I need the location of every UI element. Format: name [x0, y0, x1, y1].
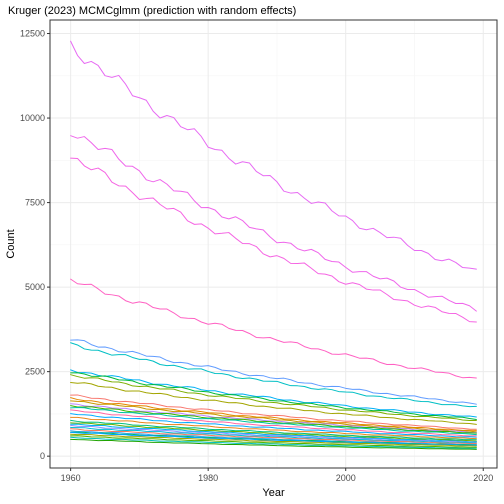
series-line-3: [70, 157, 477, 323]
series-line-13: [70, 400, 477, 433]
series-line-19: [70, 416, 477, 440]
x-axis-title: Year: [262, 487, 285, 499]
y-tick-label: 5000: [25, 282, 45, 292]
series-line-32: [70, 438, 477, 450]
gridlines: [50, 20, 497, 468]
chart-title: Kruger (2023) MCMCglmm (prediction with …: [8, 5, 296, 17]
y-tick-label: 10000: [20, 113, 45, 123]
series-line-10: [70, 381, 477, 425]
series-line-21: [70, 422, 477, 442]
series-line-2: [70, 135, 477, 312]
series-line-30: [70, 435, 477, 448]
y-tick-label: 12500: [20, 29, 45, 39]
series-line-31: [70, 436, 477, 449]
series-line-24: [70, 427, 477, 444]
series-line-29: [70, 433, 477, 447]
series-line-16: [70, 407, 477, 436]
y-tick-label: 7500: [25, 198, 45, 208]
series-line-18: [70, 413, 477, 438]
series-line-15: [70, 405, 477, 434]
series-line-17: [70, 409, 477, 437]
series-lines: [70, 40, 477, 450]
series-line-25: [70, 428, 477, 445]
series-line-23: [70, 424, 477, 443]
series-line-1: [70, 40, 477, 270]
plot-panel-border: [49, 19, 498, 469]
x-tick-label: 2020: [473, 473, 493, 483]
series-line-14: [70, 403, 477, 433]
series-line-4: [70, 278, 477, 379]
x-tick-label: 1980: [198, 473, 218, 483]
x-tick-label: 1960: [61, 473, 81, 483]
series-line-9: [70, 374, 477, 422]
series-line-7: [70, 369, 477, 418]
series-line-11: [70, 394, 477, 430]
y-tick-label: 0: [40, 451, 45, 461]
series-line-5: [70, 339, 477, 405]
y-axis-title: Count: [5, 229, 17, 258]
series-line-12: [70, 397, 477, 431]
series-line-20: [70, 419, 477, 441]
series-line-22: [70, 423, 477, 443]
axis-ticks: 1960 1980 2000 2020 0 2500 5000 7500 10000 12500: [20, 29, 493, 483]
series-line-6: [70, 342, 477, 408]
y-tick-label: 2500: [25, 367, 45, 377]
x-tick-label: 2000: [336, 473, 356, 483]
series-line-8: [70, 372, 477, 420]
series-line-28: [70, 431, 477, 446]
